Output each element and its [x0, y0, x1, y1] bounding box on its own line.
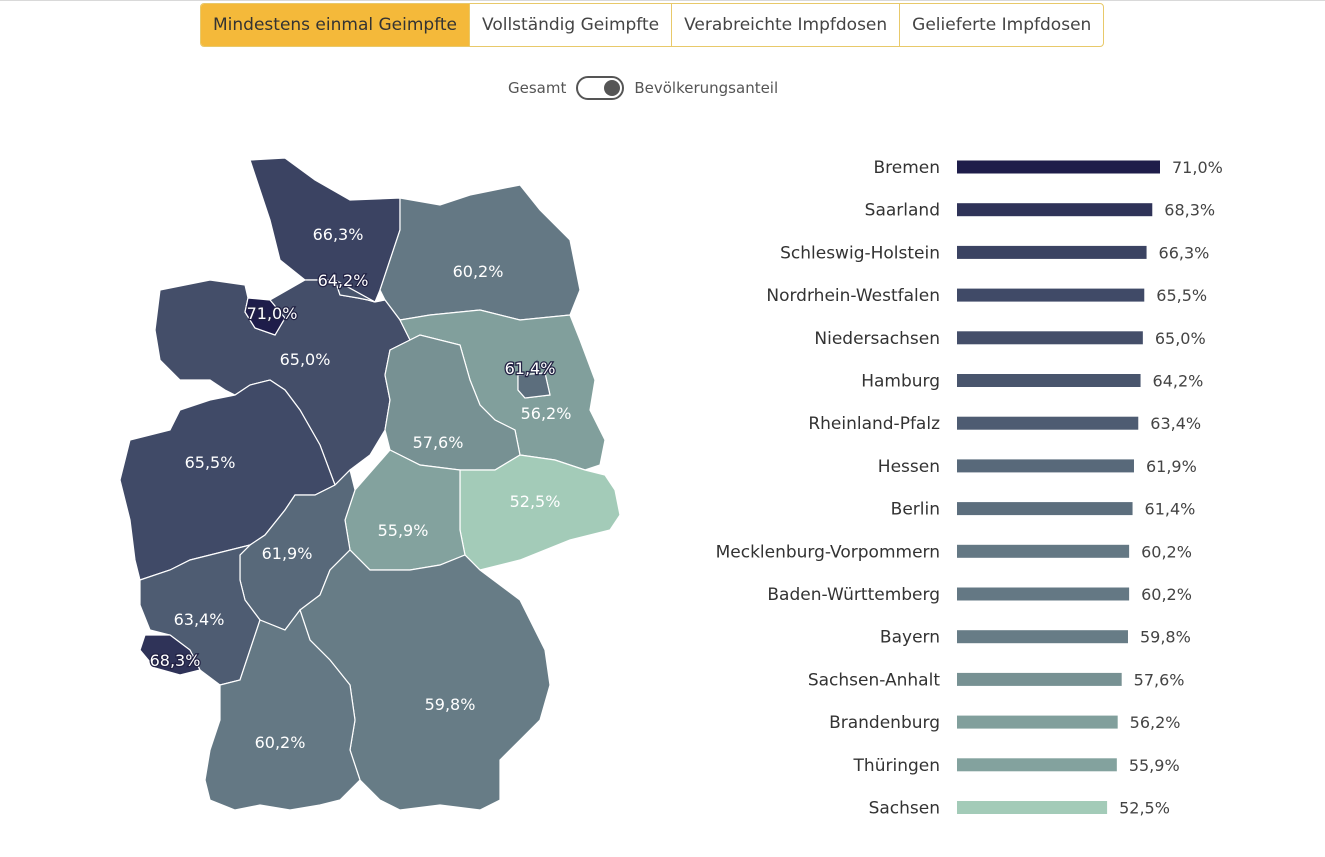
bar-saarland[interactable] — [957, 203, 1153, 217]
bar-label-sachsen-anhalt: Sachsen-Anhalt — [808, 670, 940, 690]
map-label-bayern: 59,8% — [425, 695, 476, 714]
bar-label-bayern: Bayern — [880, 628, 940, 648]
bar-hamburg[interactable] — [957, 374, 1141, 387]
tab-delivered-doses[interactable]: Gelieferte Impfdosen — [899, 4, 1103, 46]
map-label-brandenburg: 56,2% — [521, 404, 572, 423]
bar-label-hessen: Hessen — [878, 457, 940, 477]
state-bar-chart: Bremen 71,0% Saarland 68,3% Schleswig-Holste… — [716, 158, 1223, 819]
bar-hessen[interactable] — [957, 459, 1134, 473]
map-region-mecklenburg-vorpommern[interactable] — [379, 184, 581, 321]
map-label-thueringen: 55,9% — [378, 521, 429, 540]
bar-label-thueringen: Thüringen — [853, 756, 940, 776]
map-label-berlin: 61,4% — [505, 359, 556, 378]
map-region-baden-wuerttemberg[interactable] — [204, 608, 361, 811]
map-label-hessen: 61,9% — [262, 544, 313, 563]
top-divider — [0, 0, 1325, 1]
bar-berlin[interactable] — [957, 502, 1133, 516]
bar-label-mecklenburg-vorpommern: Mecklenburg-Vorpommern — [716, 542, 940, 562]
bar-bayern[interactable] — [957, 630, 1128, 644]
view-toggle-row: Gesamt Bevölkerungsanteil — [508, 74, 778, 102]
map-region-sachsen[interactable] — [459, 454, 621, 571]
bar-nordrhein-westfalen[interactable] — [957, 288, 1145, 302]
bar-label-sachsen: Sachsen — [869, 799, 940, 819]
bar-value-saarland: 68,3% — [1164, 201, 1215, 220]
tab-administered-doses[interactable]: Verabreichte Impfdosen — [671, 4, 899, 46]
map-region-thueringen[interactable] — [344, 449, 466, 571]
bar-thueringen[interactable] — [957, 758, 1117, 772]
map-label-sachsen-anhalt: 57,6% — [413, 433, 464, 452]
bar-value-bayern: 59,8% — [1140, 628, 1191, 647]
bar-bremen[interactable] — [957, 160, 1160, 174]
bar-label-niedersachsen: Niedersachsen — [814, 329, 940, 349]
bar-schleswig-holstein[interactable] — [957, 245, 1147, 259]
bar-niedersachsen[interactable] — [957, 331, 1143, 345]
map-label-bremen: 71,0% — [247, 304, 298, 323]
bar-rheinland-pfalz[interactable] — [957, 416, 1139, 430]
map-label-sachsen: 52,5% — [510, 492, 561, 511]
map-region-bremen[interactable] — [244, 297, 286, 336]
map-label-saarland: 68,3% — [150, 651, 201, 670]
bar-label-rheinland-pfalz: Rheinland-Pfalz — [808, 414, 940, 434]
bar-label-bremen: Bremen — [873, 158, 940, 178]
toggle-label-total: Gesamt — [508, 79, 567, 97]
bar-value-sachsen-anhalt: 57,6% — [1134, 670, 1185, 689]
map-label-baden-wuerttemberg: 60,2% — [255, 733, 306, 752]
bar-label-saarland: Saarland — [865, 201, 940, 221]
bar-baden-wuerttemberg[interactable] — [957, 587, 1130, 601]
bar-sachsen[interactable] — [957, 801, 1108, 814]
bar-value-brandenburg: 56,2% — [1130, 713, 1181, 732]
bar-value-hessen: 61,9% — [1146, 457, 1197, 476]
map-region-berlin[interactable] — [517, 372, 551, 399]
bar-value-mecklenburg-vorpommern: 60,2% — [1141, 542, 1192, 561]
germany-choropleth-map: 66,3% 64,2% 60,2% 71,0% 65,0% 61,4% 56,2% 57,6%… — [119, 157, 621, 811]
bar-value-baden-wuerttemberg: 60,2% — [1141, 585, 1192, 604]
bar-value-schleswig-holstein: 66,3% — [1159, 243, 1210, 262]
map-label-nordrhein-westfalen: 65,5% — [185, 453, 236, 472]
metric-tabs: Mindestens einmal Geimpfte Vollständig G… — [200, 3, 1105, 47]
map-region-saarland[interactable] — [139, 634, 201, 676]
bar-label-nordrhein-westfalen: Nordrhein-Westfalen — [766, 286, 940, 306]
bar-label-hamburg: Hamburg — [861, 372, 940, 392]
bar-value-berlin: 61,4% — [1145, 500, 1196, 519]
map-label-rheinland-pfalz: 63,4% — [174, 610, 225, 629]
bar-value-thueringen: 55,9% — [1129, 756, 1180, 775]
bar-value-nordrhein-westfalen: 65,5% — [1156, 286, 1207, 305]
bar-value-sachsen: 52,5% — [1119, 799, 1170, 818]
bar-brandenburg[interactable] — [957, 715, 1118, 729]
bar-label-brandenburg: Brandenburg — [829, 713, 940, 733]
toggle-knob — [604, 80, 621, 96]
bar-sachsen-anhalt[interactable] — [957, 672, 1122, 686]
bar-value-bremen: 71,0% — [1172, 158, 1223, 177]
map-region-hamburg[interactable] — [333, 278, 376, 303]
bar-label-baden-wuerttemberg: Baden-Württemberg — [767, 585, 940, 605]
bar-label-berlin: Berlin — [891, 500, 940, 520]
map-label-schleswig-holstein: 66,3% — [313, 225, 364, 244]
view-toggle-switch[interactable] — [576, 76, 625, 100]
bar-value-rheinland-pfalz: 63,4% — [1150, 414, 1201, 433]
map-label-hamburg: 64,2% — [318, 271, 369, 290]
bar-mecklenburg-vorpommern[interactable] — [957, 544, 1130, 558]
toggle-label-share: Bevölkerungsanteil — [634, 79, 779, 97]
map-label-mecklenburg-vorpommern: 60,2% — [453, 262, 504, 281]
bar-label-schleswig-holstein: Schleswig-Holstein — [780, 243, 940, 263]
tab-fully-vaccinated[interactable]: Vollständig Geimpfte — [469, 4, 671, 46]
bar-value-niedersachsen: 65,0% — [1155, 329, 1206, 348]
tab-first-dose[interactable]: Mindestens einmal Geimpfte — [201, 4, 470, 46]
map-label-niedersachsen: 65,0% — [280, 350, 331, 369]
bar-value-hamburg: 64,2% — [1153, 372, 1204, 391]
